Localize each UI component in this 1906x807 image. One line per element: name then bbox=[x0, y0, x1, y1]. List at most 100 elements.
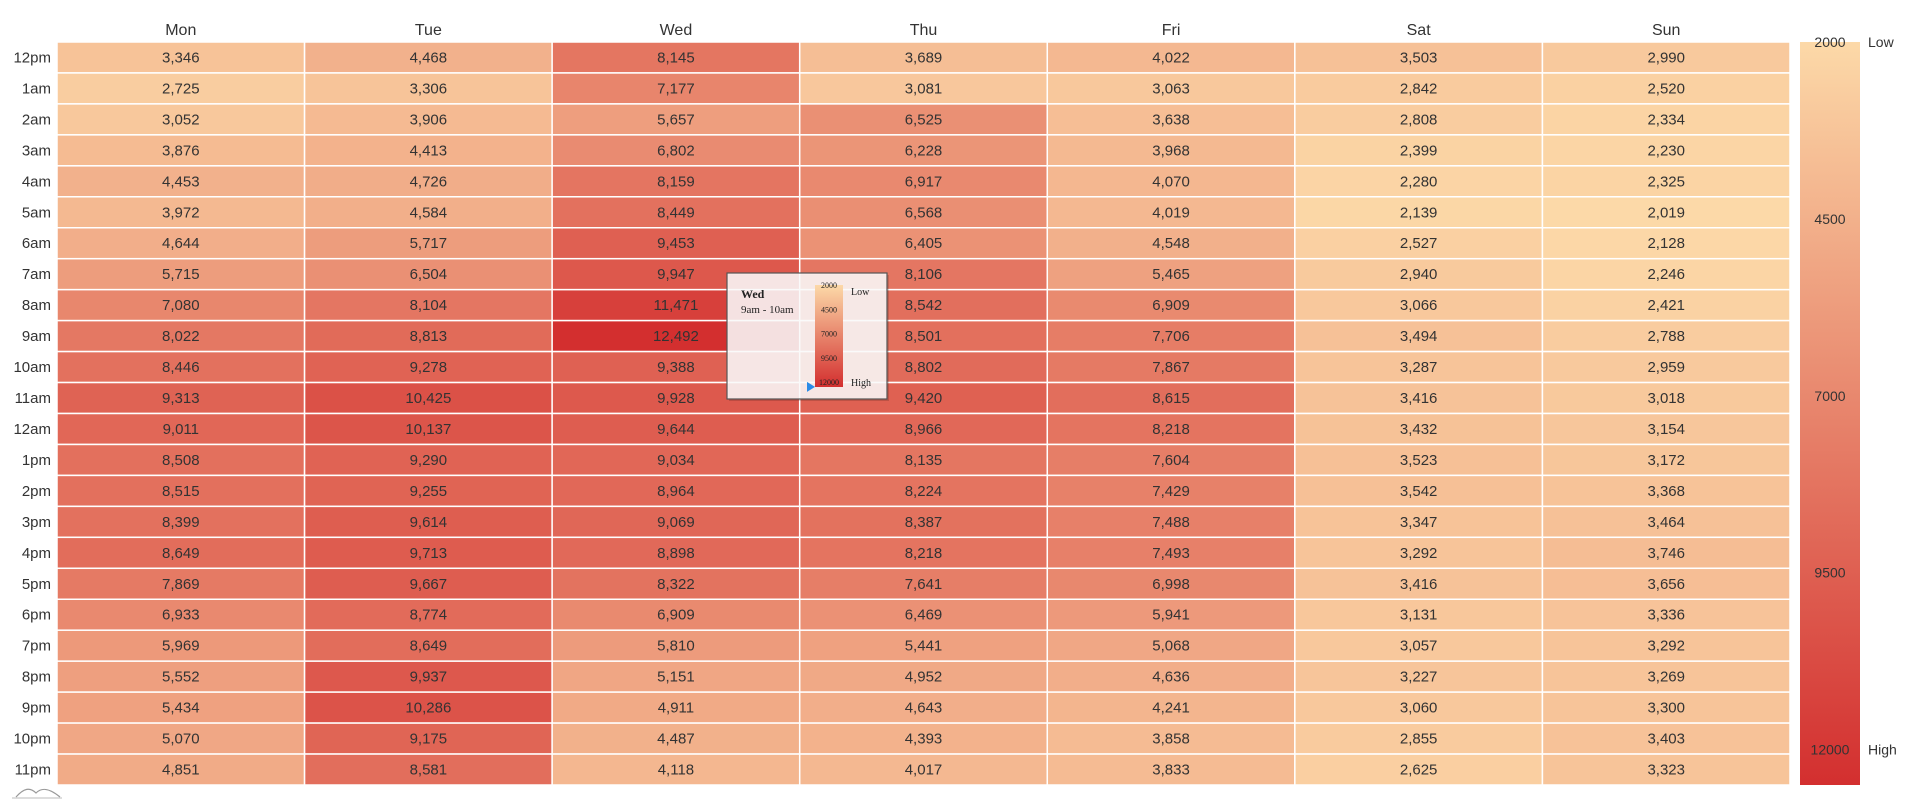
heatmap-cell[interactable] bbox=[1294, 227, 1544, 260]
heatmap-cell[interactable] bbox=[56, 629, 306, 662]
heatmap-cell[interactable] bbox=[1294, 350, 1544, 384]
heatmap-cell[interactable] bbox=[303, 41, 553, 74]
heatmap-cell[interactable] bbox=[1046, 443, 1296, 477]
heatmap-cell[interactable] bbox=[1046, 412, 1296, 446]
navigator-thumbnail[interactable] bbox=[12, 788, 62, 799]
heatmap-cell[interactable] bbox=[798, 474, 1049, 508]
heatmap-cell[interactable] bbox=[1541, 660, 1791, 693]
heatmap-cell[interactable] bbox=[1046, 598, 1296, 631]
heatmap-cell[interactable] bbox=[1046, 660, 1296, 693]
heatmap-cell[interactable] bbox=[1541, 350, 1791, 384]
heatmap-cell[interactable] bbox=[1046, 505, 1296, 539]
heatmap-cell[interactable] bbox=[798, 412, 1049, 446]
heatmap-cell[interactable] bbox=[1046, 753, 1296, 786]
heatmap-cell[interactable] bbox=[1046, 288, 1296, 322]
heatmap-cell[interactable] bbox=[1541, 196, 1791, 229]
heatmap-cell[interactable] bbox=[303, 691, 553, 724]
heatmap-cell[interactable] bbox=[303, 257, 553, 291]
heatmap-cell[interactable] bbox=[1294, 474, 1544, 508]
heatmap-cell[interactable] bbox=[1046, 474, 1296, 508]
heatmap-cell[interactable] bbox=[1541, 319, 1791, 353]
heatmap-cell[interactable] bbox=[1294, 629, 1544, 662]
heatmap-cell[interactable] bbox=[1541, 691, 1791, 724]
heatmap-cell[interactable] bbox=[56, 165, 306, 198]
heatmap-cell[interactable] bbox=[1046, 381, 1296, 415]
heatmap-cell[interactable] bbox=[56, 196, 306, 229]
heatmap-cell[interactable] bbox=[303, 753, 553, 786]
heatmap-cell[interactable] bbox=[56, 319, 306, 353]
heatmap-cell[interactable] bbox=[1046, 567, 1296, 601]
heatmap-cell[interactable] bbox=[551, 103, 801, 136]
heatmap-cell[interactable] bbox=[303, 381, 553, 415]
heatmap-cell[interactable] bbox=[56, 381, 306, 415]
heatmap-cell[interactable] bbox=[56, 722, 306, 755]
heatmap-cell[interactable] bbox=[1046, 350, 1296, 384]
heatmap-cell[interactable] bbox=[798, 567, 1049, 601]
heatmap-cell[interactable] bbox=[798, 103, 1049, 136]
heatmap-cell[interactable] bbox=[1046, 629, 1296, 662]
heatmap-cell[interactable] bbox=[303, 722, 553, 755]
heatmap-cell[interactable] bbox=[798, 443, 1049, 477]
heatmap-cell[interactable] bbox=[1046, 103, 1296, 136]
heatmap-cell[interactable] bbox=[1294, 103, 1544, 136]
heatmap-cell[interactable] bbox=[1541, 103, 1791, 136]
heatmap-cell[interactable] bbox=[1541, 412, 1791, 446]
heatmap-cell[interactable] bbox=[551, 598, 801, 631]
heatmap-cell[interactable] bbox=[1294, 134, 1544, 167]
heatmap-cell[interactable] bbox=[303, 350, 553, 384]
heatmap-cell[interactable] bbox=[56, 412, 306, 446]
heatmap-cell[interactable] bbox=[1541, 505, 1791, 539]
heatmap-cell[interactable] bbox=[56, 257, 306, 291]
heatmap-cell[interactable] bbox=[303, 134, 553, 167]
heatmap-cell[interactable] bbox=[551, 227, 801, 260]
heatmap-cell[interactable] bbox=[1294, 257, 1544, 291]
heatmap-cell[interactable] bbox=[1046, 227, 1296, 260]
heatmap-cell[interactable] bbox=[1541, 598, 1791, 631]
heatmap-cell[interactable] bbox=[56, 72, 306, 105]
heatmap-cell[interactable] bbox=[303, 567, 553, 601]
heatmap-cell[interactable] bbox=[56, 567, 306, 601]
heatmap-cell[interactable] bbox=[303, 103, 553, 136]
heatmap-cell[interactable] bbox=[551, 72, 801, 105]
heatmap-cell[interactable] bbox=[1541, 257, 1791, 291]
heatmap-cell[interactable] bbox=[1541, 753, 1791, 786]
heatmap-cell[interactable] bbox=[1541, 72, 1791, 105]
heatmap-cell[interactable] bbox=[551, 691, 801, 724]
heatmap-cell[interactable] bbox=[551, 722, 801, 755]
navigator-wave-icon[interactable] bbox=[15, 788, 61, 798]
heatmap-cell[interactable] bbox=[1541, 722, 1791, 755]
heatmap-cell[interactable] bbox=[303, 598, 553, 631]
heatmap-cell[interactable] bbox=[56, 598, 306, 631]
heatmap-cell[interactable] bbox=[798, 536, 1049, 570]
heatmap-cell[interactable] bbox=[1541, 536, 1791, 570]
heatmap-cell[interactable] bbox=[1541, 443, 1791, 477]
heatmap-cell[interactable] bbox=[1541, 134, 1791, 167]
heatmap-cell[interactable] bbox=[1541, 474, 1791, 508]
heatmap-cell[interactable] bbox=[56, 753, 306, 786]
heatmap-cell[interactable] bbox=[1541, 227, 1791, 260]
heatmap-cell[interactable] bbox=[1046, 319, 1296, 353]
heatmap-cell[interactable] bbox=[551, 567, 801, 601]
heatmap-cell[interactable] bbox=[56, 474, 306, 508]
heatmap-cell[interactable] bbox=[1294, 443, 1544, 477]
heatmap-cell[interactable] bbox=[1541, 567, 1791, 601]
heatmap-cell[interactable] bbox=[1294, 319, 1544, 353]
heatmap-cell[interactable] bbox=[303, 196, 553, 229]
heatmap-cell[interactable] bbox=[551, 165, 801, 198]
heatmap-cell[interactable] bbox=[551, 412, 801, 446]
heatmap-cell[interactable] bbox=[56, 41, 306, 74]
heatmap-cell[interactable] bbox=[551, 660, 801, 693]
heatmap-cell[interactable] bbox=[551, 753, 801, 786]
heatmap-cell[interactable] bbox=[1541, 381, 1791, 415]
heatmap-cell[interactable] bbox=[1294, 722, 1544, 755]
heatmap-cell[interactable] bbox=[1046, 257, 1296, 291]
heatmap-cell[interactable] bbox=[56, 691, 306, 724]
heatmap-cell[interactable] bbox=[1294, 536, 1544, 570]
heatmap-cell[interactable] bbox=[1294, 598, 1544, 631]
heatmap-cell[interactable] bbox=[798, 227, 1049, 260]
heatmap-cell[interactable] bbox=[798, 691, 1049, 724]
heatmap-cell[interactable] bbox=[303, 505, 553, 539]
heatmap-cell[interactable] bbox=[303, 660, 553, 693]
heatmap-cell[interactable] bbox=[551, 505, 801, 539]
heatmap-cell[interactable] bbox=[1046, 72, 1296, 105]
